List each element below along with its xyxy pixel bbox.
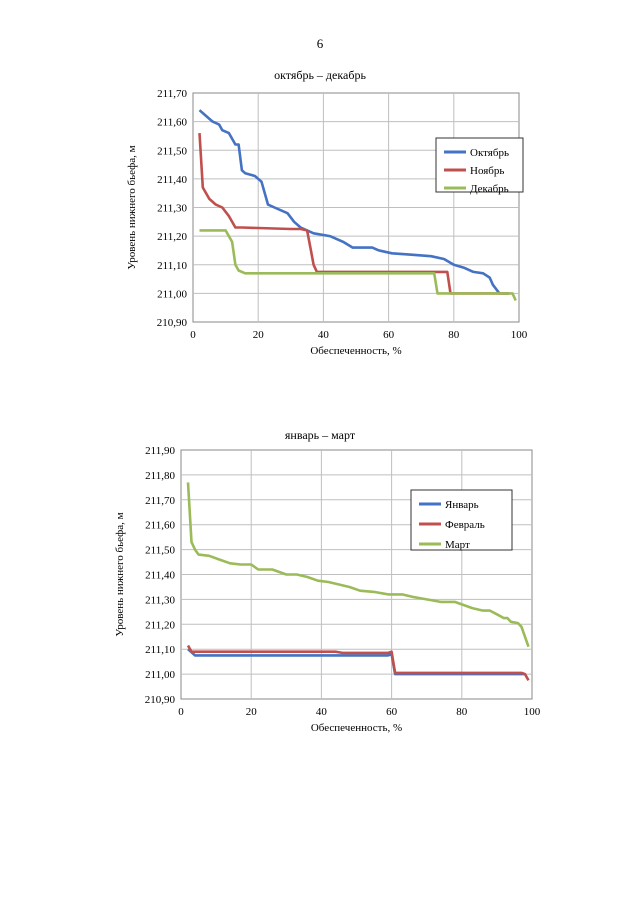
y-tick-label: 211,30 [157,203,187,215]
legend-label: Декабрь [470,183,509,195]
y-tick-label: 210,90 [157,317,188,329]
x-tick-label: 80 [456,706,468,718]
y-tick-label: 211,20 [145,619,175,631]
chart-title: январь – март [284,428,356,442]
legend-label: Октябрь [470,147,509,159]
y-tick-label: 211,40 [157,174,187,186]
chart-title: октябрь – декабрь [274,68,366,82]
y-tick-label: 211,00 [145,669,175,681]
series-line-март [186,482,530,648]
x-axis-title: Обеспеченность, % [310,345,401,357]
y-tick-label: 211,00 [157,288,187,300]
y-tick-label: 211,40 [145,570,175,582]
legend-label: Февраль [445,519,485,531]
y-tick-label: 211,80 [145,470,175,482]
legend-label: Ноябрь [470,165,504,177]
legend-label: Март [445,539,470,551]
series-line-октябрь [198,109,510,295]
y-tick-label: 211,60 [157,117,187,129]
y-tick-label: 211,50 [157,145,187,157]
chart-oct-dec-svg: 210,90 211,00 211,10 211,20 211,30 211,40 211,… [126,88,528,357]
y-tick-label: 211,30 [145,594,175,606]
y-tick-label: 211,90 [145,445,175,457]
series-line-декабрь [199,229,517,302]
x-tick-label: 60 [386,706,398,718]
x-tick-label: 80 [448,329,460,341]
y-tick-label: 211,10 [145,644,175,656]
y-tick-label: 211,70 [157,88,187,100]
page-number: 6 [316,36,324,51]
x-tick-label: 100 [511,329,528,341]
y-tick-label: 211,20 [157,231,187,243]
chart-oct-dec: октябрь – декабрь 210,90 211,00 211,10 211,… [0,60,640,380]
x-tick-label: 20 [246,706,258,718]
legend-box [435,137,524,193]
y-axis-title: Уровень нижнего бьефа, м [126,145,138,269]
x-tick-label: 40 [318,329,330,341]
x-tick-label: 0 [178,706,184,718]
x-axis-title: Обеспеченность, % [311,722,402,734]
y-tick-label: 211,70 [145,495,175,507]
y-tick-label: 211,60 [145,520,175,532]
chart-jan-mar: январь – март 210,90 211,00 211,10 211,20 21… [0,420,640,750]
legend-box [410,489,513,551]
x-tick-label: 100 [524,706,541,718]
y-axis-title: Уровень нижнего бьефа, м [114,512,126,636]
legend-label: Январь [445,499,479,511]
x-tick-label: 0 [190,329,196,341]
x-tick-label: 20 [253,329,265,341]
y-tick-label: 211,10 [157,260,187,272]
x-tick-label: 60 [383,329,395,341]
series-line-февраль [186,644,530,681]
y-tick-label: 211,50 [145,545,175,557]
chart-jan-mar-svg: 210,90 211,00 211,10 211,20 211,30 211,40 211,… [114,445,541,734]
series-line-ноябрь [198,133,510,295]
x-tick-label: 40 [316,706,328,718]
y-tick-label: 210,90 [145,694,176,706]
